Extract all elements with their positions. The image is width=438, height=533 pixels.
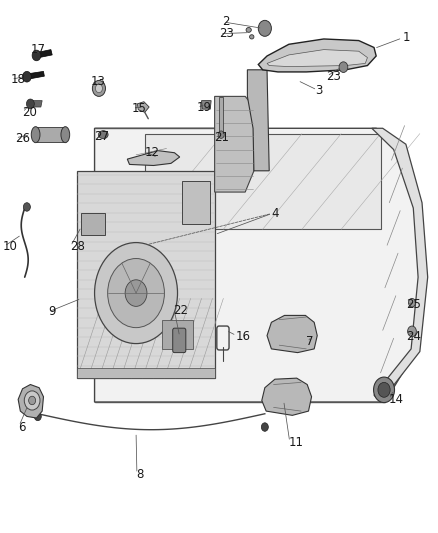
Text: 25: 25	[406, 298, 421, 311]
FancyBboxPatch shape	[173, 328, 186, 353]
Circle shape	[92, 80, 106, 96]
Circle shape	[108, 259, 164, 328]
Ellipse shape	[250, 35, 254, 39]
Polygon shape	[35, 127, 65, 142]
Polygon shape	[35, 50, 52, 58]
Circle shape	[95, 84, 102, 93]
Circle shape	[374, 377, 395, 402]
Circle shape	[218, 131, 224, 139]
Polygon shape	[201, 101, 211, 109]
Text: 1: 1	[403, 31, 410, 44]
Circle shape	[24, 391, 40, 410]
Circle shape	[408, 326, 417, 337]
Ellipse shape	[246, 28, 251, 33]
Circle shape	[26, 99, 34, 109]
Text: 15: 15	[132, 102, 147, 115]
Text: 11: 11	[289, 437, 304, 449]
Circle shape	[28, 396, 35, 405]
Circle shape	[22, 71, 31, 82]
Text: 9: 9	[48, 305, 55, 318]
Polygon shape	[247, 70, 269, 171]
Ellipse shape	[99, 131, 108, 139]
Polygon shape	[81, 213, 106, 235]
Text: 13: 13	[90, 75, 105, 88]
Text: 18: 18	[11, 73, 25, 86]
Text: 6: 6	[18, 421, 26, 433]
Text: 20: 20	[21, 106, 36, 119]
Text: 16: 16	[236, 330, 251, 343]
Polygon shape	[77, 171, 215, 378]
Text: 3: 3	[315, 84, 322, 96]
Polygon shape	[145, 134, 381, 229]
Text: 26: 26	[14, 132, 30, 146]
Circle shape	[32, 50, 41, 61]
Polygon shape	[138, 102, 149, 112]
Polygon shape	[127, 151, 180, 165]
Text: 10: 10	[3, 240, 18, 253]
Text: 4: 4	[272, 207, 279, 220]
Text: 27: 27	[95, 130, 110, 143]
Text: 19: 19	[196, 101, 211, 114]
Circle shape	[409, 298, 416, 307]
Text: 28: 28	[70, 240, 85, 253]
Text: 23: 23	[326, 70, 341, 83]
Polygon shape	[162, 320, 193, 349]
Polygon shape	[77, 368, 215, 378]
Text: 22: 22	[173, 304, 188, 317]
Text: 17: 17	[30, 43, 46, 56]
Polygon shape	[262, 378, 311, 415]
Circle shape	[339, 62, 348, 72]
Text: 7: 7	[306, 335, 314, 349]
Polygon shape	[182, 181, 210, 224]
Circle shape	[125, 280, 147, 306]
Text: 12: 12	[145, 146, 160, 159]
Text: 23: 23	[219, 27, 234, 40]
Text: 2: 2	[223, 15, 230, 28]
Polygon shape	[267, 316, 317, 353]
Polygon shape	[215, 96, 254, 192]
Circle shape	[34, 412, 41, 421]
Polygon shape	[18, 384, 43, 418]
Polygon shape	[372, 128, 427, 402]
Circle shape	[378, 382, 390, 397]
Text: 24: 24	[406, 330, 421, 343]
Polygon shape	[219, 98, 223, 135]
Text: 21: 21	[214, 131, 229, 144]
Polygon shape	[29, 101, 42, 107]
Polygon shape	[26, 71, 44, 79]
Circle shape	[95, 243, 177, 344]
Polygon shape	[258, 39, 376, 72]
Circle shape	[23, 203, 30, 211]
Circle shape	[258, 20, 272, 36]
Text: 8: 8	[136, 469, 143, 481]
Circle shape	[261, 423, 268, 431]
Polygon shape	[267, 50, 367, 67]
Ellipse shape	[61, 127, 70, 143]
Text: 14: 14	[389, 393, 403, 406]
Polygon shape	[95, 128, 422, 402]
Ellipse shape	[31, 127, 40, 143]
